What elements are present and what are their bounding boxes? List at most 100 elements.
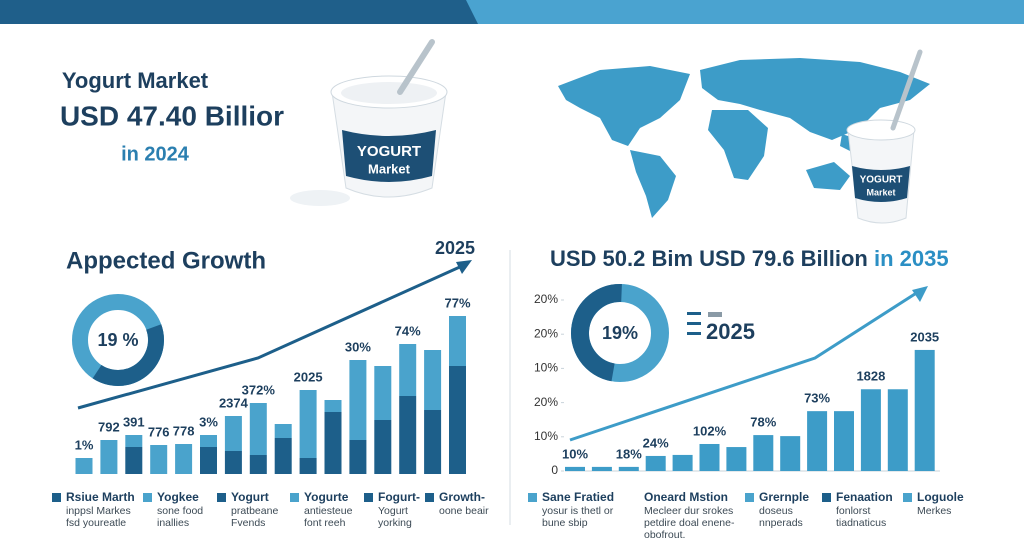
donut xyxy=(571,284,669,382)
bar xyxy=(200,435,217,447)
bar xyxy=(780,436,801,471)
legend-text: pratbeane xyxy=(231,505,278,517)
bar xyxy=(299,458,317,474)
legend-text: Yogurt xyxy=(378,505,408,517)
bar xyxy=(175,444,193,474)
bar xyxy=(399,344,417,396)
bar xyxy=(424,350,442,410)
banner-dark xyxy=(0,0,480,24)
bar-label: 10% xyxy=(562,446,588,461)
legend-text: nnperads xyxy=(759,517,803,529)
legend-marker xyxy=(52,493,61,502)
map-cup: YOGURT Market xyxy=(846,49,923,224)
legend-text: fsd youreatle xyxy=(66,517,126,529)
legend-text: Fvends xyxy=(231,517,265,529)
legend-marker xyxy=(822,493,831,502)
bar-label: 792 xyxy=(98,419,120,434)
bar-label: 24% xyxy=(643,435,669,450)
title-text: USD 50.2 Bim USD 79.6 Billion xyxy=(550,246,868,271)
trend-arrow xyxy=(569,290,919,442)
bar xyxy=(274,438,292,474)
bar xyxy=(807,411,828,471)
bar-label: 391 xyxy=(123,414,145,429)
bar xyxy=(299,390,317,458)
legend-text: petdire doal enene- xyxy=(644,517,735,529)
legend-marker xyxy=(630,493,639,502)
bar xyxy=(249,455,267,474)
legend-name: Loguole xyxy=(917,490,964,504)
legend-text: antiesteue xyxy=(304,505,353,517)
bar xyxy=(100,440,118,474)
banner-light xyxy=(466,0,1024,24)
bar xyxy=(349,440,367,474)
bar-label: 776 xyxy=(148,424,170,439)
bar xyxy=(565,466,585,471)
bar-label: 2374 xyxy=(219,395,249,410)
bar-label: 2025 xyxy=(294,369,323,384)
legend-marker xyxy=(745,493,754,502)
legend-text: bune sbip xyxy=(542,517,588,529)
badge-icon xyxy=(687,312,722,335)
y-tick-label: 10% xyxy=(534,429,558,443)
bar xyxy=(75,458,93,474)
title-subtitle: in 2035 xyxy=(874,246,949,271)
bar-label: 2035 xyxy=(910,329,939,344)
bar xyxy=(324,400,342,412)
arrow-label: 2025 xyxy=(435,238,475,258)
legend-name: Yogkee xyxy=(157,490,199,504)
legend-text: tiadnaticus xyxy=(836,517,886,529)
donut-label: 19 % xyxy=(97,330,138,350)
bar xyxy=(150,445,168,474)
trend-arrowhead xyxy=(912,286,928,302)
bar-label: 778 xyxy=(173,423,195,438)
bar xyxy=(200,447,217,474)
legend-marker xyxy=(290,493,299,502)
header-year: in 2024 xyxy=(121,143,190,165)
donut xyxy=(72,294,164,386)
legend-text: doseus xyxy=(759,505,793,517)
yogurt-cup: YOGURT Market xyxy=(290,39,448,206)
y-tick-label: 20% xyxy=(534,292,558,306)
legend-name: Fogurt- xyxy=(378,490,420,504)
legend-text: obofrout. xyxy=(644,529,685,541)
bar-label: 1% xyxy=(75,437,94,452)
trend-arrowhead xyxy=(456,260,472,274)
legend-marker xyxy=(528,493,537,502)
bar xyxy=(449,366,466,474)
bar xyxy=(349,360,367,440)
bar xyxy=(399,396,417,474)
cup-label: YOGURT xyxy=(860,175,903,186)
legend-text: font reeh xyxy=(304,517,346,529)
legend-marker xyxy=(425,493,434,502)
bar-label: 77% xyxy=(444,295,470,310)
legend-name: Yogurt xyxy=(231,490,269,504)
bar-label: 372% xyxy=(242,382,276,397)
badge-label: 2025 xyxy=(706,319,755,344)
bar-label: 3% xyxy=(199,414,218,429)
bar xyxy=(249,403,267,455)
bar xyxy=(645,455,666,471)
bar xyxy=(860,389,881,471)
chart-title: Appected Growth xyxy=(66,247,266,274)
bar-label: 1828 xyxy=(856,369,885,384)
bar xyxy=(618,466,639,471)
legend-name: Yogurte xyxy=(304,490,349,504)
bar xyxy=(224,451,242,474)
bar xyxy=(726,447,747,471)
cup-label: Market xyxy=(368,161,411,176)
cup-label: YOGURT xyxy=(357,143,421,160)
legend-text: inppsl Markes xyxy=(66,505,131,517)
donut-label: 19% xyxy=(602,323,638,343)
legend-name: Rsiue Marth xyxy=(66,490,135,504)
bar xyxy=(834,411,854,471)
bar-label: 102% xyxy=(693,423,727,438)
legend-name: Grernple xyxy=(759,490,809,504)
y-tick-label: 10% xyxy=(534,361,558,375)
legend-text: Merkes xyxy=(917,505,951,517)
legend-marker xyxy=(364,493,373,502)
trend-arrow xyxy=(77,264,463,410)
cup-label: Market xyxy=(866,187,895,197)
bar xyxy=(591,466,612,471)
bar xyxy=(324,412,342,474)
